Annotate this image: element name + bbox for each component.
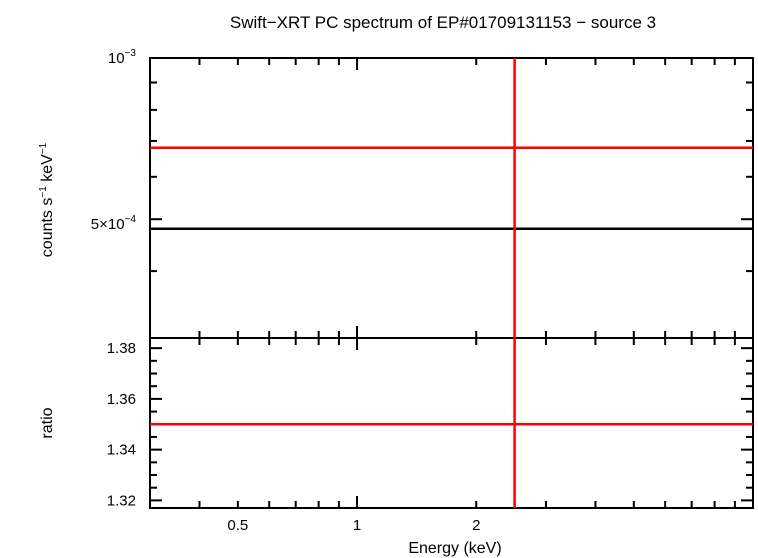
ratio-ylabel: ratio [39,407,56,438]
spectrum-ytick-label: 10−3 [108,48,137,67]
ratio-ytick-label: 1.32 [107,492,136,509]
x-axis-label: Energy (keV) [408,540,501,557]
axis-ticks [149,57,753,508]
ratio-ytick-label: 1.38 [107,340,136,357]
spectrum-ytick-label: 5×10−4 [91,214,137,233]
ratio-panel-frame [149,337,754,509]
xtick-label: 1 [353,517,361,534]
data-series [150,58,753,508]
xtick-label: 0.5 [227,517,248,534]
ratio-ytick-label: 1.36 [107,391,136,408]
spectrum-ylabel: counts s−1 keV−1 [38,142,56,257]
chart-title: Swift−XRT PC spectrum of EP#01709131153 … [230,13,656,32]
spectrum-panel-frame [149,57,754,339]
ratio-ytick-label: 1.34 [107,442,136,459]
xtick-label: 2 [472,517,480,534]
